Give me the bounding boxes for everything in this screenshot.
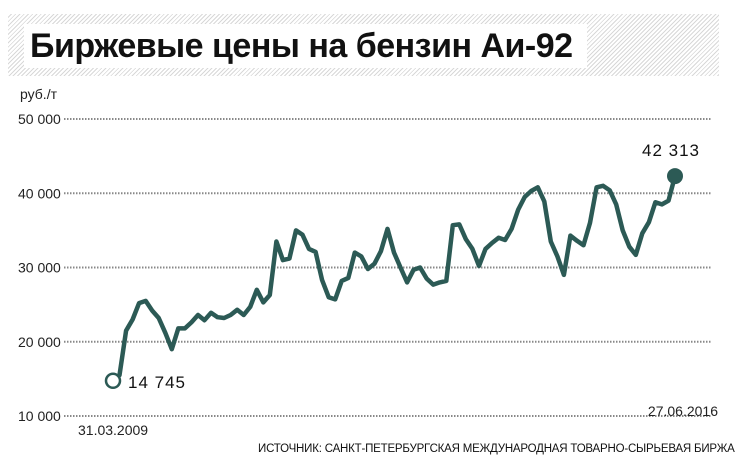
y-tick-label: 10 000 [18,408,61,424]
title-banner: Биржевые цены на бензин Аи-92 [8,14,719,76]
grid-layer [64,118,712,417]
y-tick-label: 20 000 [18,334,61,350]
y-tick-labels: 10 000 20 000 30 000 40 000 50 000 [18,111,61,424]
x-end-date-label: 27.06.2016 [648,403,718,419]
chart-frame [8,8,727,460]
chart-title: Биржевые цены на бензин Аи-92 [30,27,573,65]
start-value-label: 14 745 [128,373,186,392]
end-point-marker [667,168,683,185]
y-tick-label: 50 000 [18,111,61,127]
price-series-line [110,173,678,384]
end-value-label: 42 313 [642,141,700,160]
x-start-date-label: 31.03.2009 [78,422,148,438]
y-tick-label: 40 000 [18,185,61,201]
y-tick-label: 30 000 [18,260,61,276]
source-note: ИСТОЧНИК: САНКТ-ПЕТЕРБУРГСКАЯ МЕЖДУНАРОД… [258,443,735,455]
start-point-marker [104,372,122,390]
y-axis-unit-label: руб./т [20,86,57,102]
title-background: Биржевые цены на бензин Аи-92 [24,24,587,68]
